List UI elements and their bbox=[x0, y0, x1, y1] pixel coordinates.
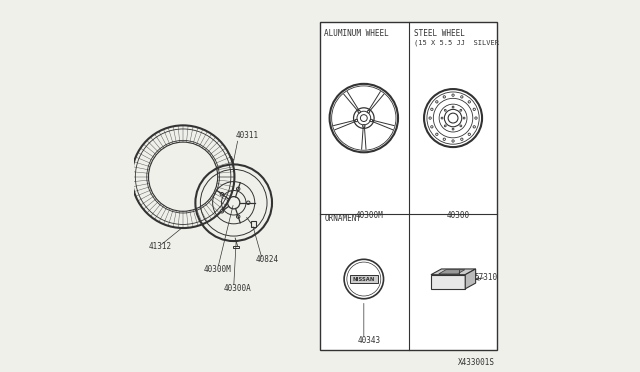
Circle shape bbox=[444, 109, 446, 111]
Polygon shape bbox=[234, 246, 239, 248]
Circle shape bbox=[236, 187, 240, 190]
Circle shape bbox=[444, 125, 446, 127]
Circle shape bbox=[431, 108, 433, 110]
Bar bbox=[349, 275, 378, 283]
Text: 40824: 40824 bbox=[256, 255, 279, 264]
Text: 57310: 57310 bbox=[475, 273, 498, 282]
Circle shape bbox=[452, 128, 454, 130]
Circle shape bbox=[431, 126, 433, 128]
Text: 40300M: 40300M bbox=[204, 265, 232, 274]
Circle shape bbox=[367, 110, 370, 113]
Circle shape bbox=[344, 259, 383, 299]
Polygon shape bbox=[465, 269, 476, 289]
Text: 40300: 40300 bbox=[447, 211, 470, 220]
Circle shape bbox=[461, 96, 463, 98]
Text: ORNAMENT: ORNAMENT bbox=[324, 214, 362, 222]
Text: NISSAN: NISSAN bbox=[353, 276, 375, 282]
Text: 40300M: 40300M bbox=[356, 211, 383, 220]
Bar bbox=[320, 22, 497, 350]
Circle shape bbox=[236, 215, 240, 218]
Circle shape bbox=[358, 110, 360, 113]
Bar bbox=[251, 221, 256, 227]
Text: STEEL WHEEL: STEEL WHEEL bbox=[413, 29, 465, 38]
Text: (15 X 5.5 JJ  SILVER: (15 X 5.5 JJ SILVER bbox=[413, 40, 499, 46]
Text: X433001S: X433001S bbox=[458, 357, 495, 366]
Circle shape bbox=[220, 192, 223, 196]
Circle shape bbox=[370, 119, 372, 122]
Circle shape bbox=[246, 201, 250, 205]
Polygon shape bbox=[438, 270, 465, 274]
Circle shape bbox=[443, 96, 445, 98]
Circle shape bbox=[475, 117, 477, 119]
Circle shape bbox=[436, 101, 438, 103]
Polygon shape bbox=[431, 275, 465, 289]
Circle shape bbox=[429, 117, 431, 119]
Circle shape bbox=[473, 126, 476, 128]
Circle shape bbox=[363, 125, 365, 127]
Polygon shape bbox=[431, 269, 476, 275]
Circle shape bbox=[460, 125, 462, 127]
Circle shape bbox=[355, 119, 358, 122]
Text: 40300A: 40300A bbox=[224, 284, 252, 293]
Text: 41312: 41312 bbox=[149, 242, 172, 251]
Circle shape bbox=[460, 109, 462, 111]
Circle shape bbox=[436, 133, 438, 135]
Circle shape bbox=[452, 94, 454, 96]
Circle shape bbox=[452, 140, 454, 142]
Circle shape bbox=[441, 117, 443, 119]
Circle shape bbox=[443, 138, 445, 140]
Circle shape bbox=[468, 101, 470, 103]
Circle shape bbox=[461, 138, 463, 140]
Text: 40343: 40343 bbox=[358, 336, 381, 345]
Text: 40311: 40311 bbox=[235, 131, 259, 140]
Circle shape bbox=[468, 133, 470, 135]
Circle shape bbox=[220, 209, 223, 213]
Circle shape bbox=[452, 106, 454, 108]
Circle shape bbox=[473, 108, 476, 110]
Text: ALUMINUM WHEEL: ALUMINUM WHEEL bbox=[324, 29, 389, 38]
Circle shape bbox=[463, 117, 465, 119]
